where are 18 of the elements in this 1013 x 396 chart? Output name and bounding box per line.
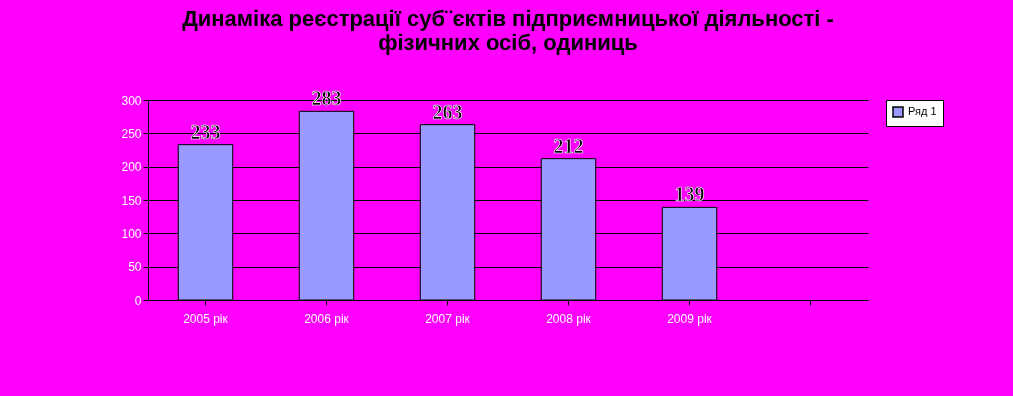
y-tick-label: 300 (121, 93, 142, 108)
legend-label: Ряд 1 (908, 105, 937, 117)
text: фізичних осіб, одиниць (378, 30, 638, 56)
x-tick-label: 2006 рік (304, 311, 350, 326)
x-tick-label: 2005 рік (183, 311, 229, 326)
data-label: 139 (674, 183, 705, 206)
y-tick-label: 100 (121, 226, 142, 241)
data-label: 263 (432, 100, 463, 123)
x-tick-label: 2009 рік (667, 311, 713, 326)
y-tick-label: 0 (134, 293, 142, 308)
y-tick-label: 250 (121, 126, 142, 141)
y-tick-label: 200 (121, 160, 142, 175)
y-tick-label: 50 (128, 260, 142, 275)
y-tick-label: 150 (121, 193, 142, 208)
x-tick-label: 2007 рік (425, 311, 471, 326)
text: Динаміка реєстрації суб¨єктів підприємницької діяльності - (182, 6, 834, 32)
x-tick-label: 2008 рік (546, 311, 592, 326)
data-label: 212 (553, 134, 584, 157)
